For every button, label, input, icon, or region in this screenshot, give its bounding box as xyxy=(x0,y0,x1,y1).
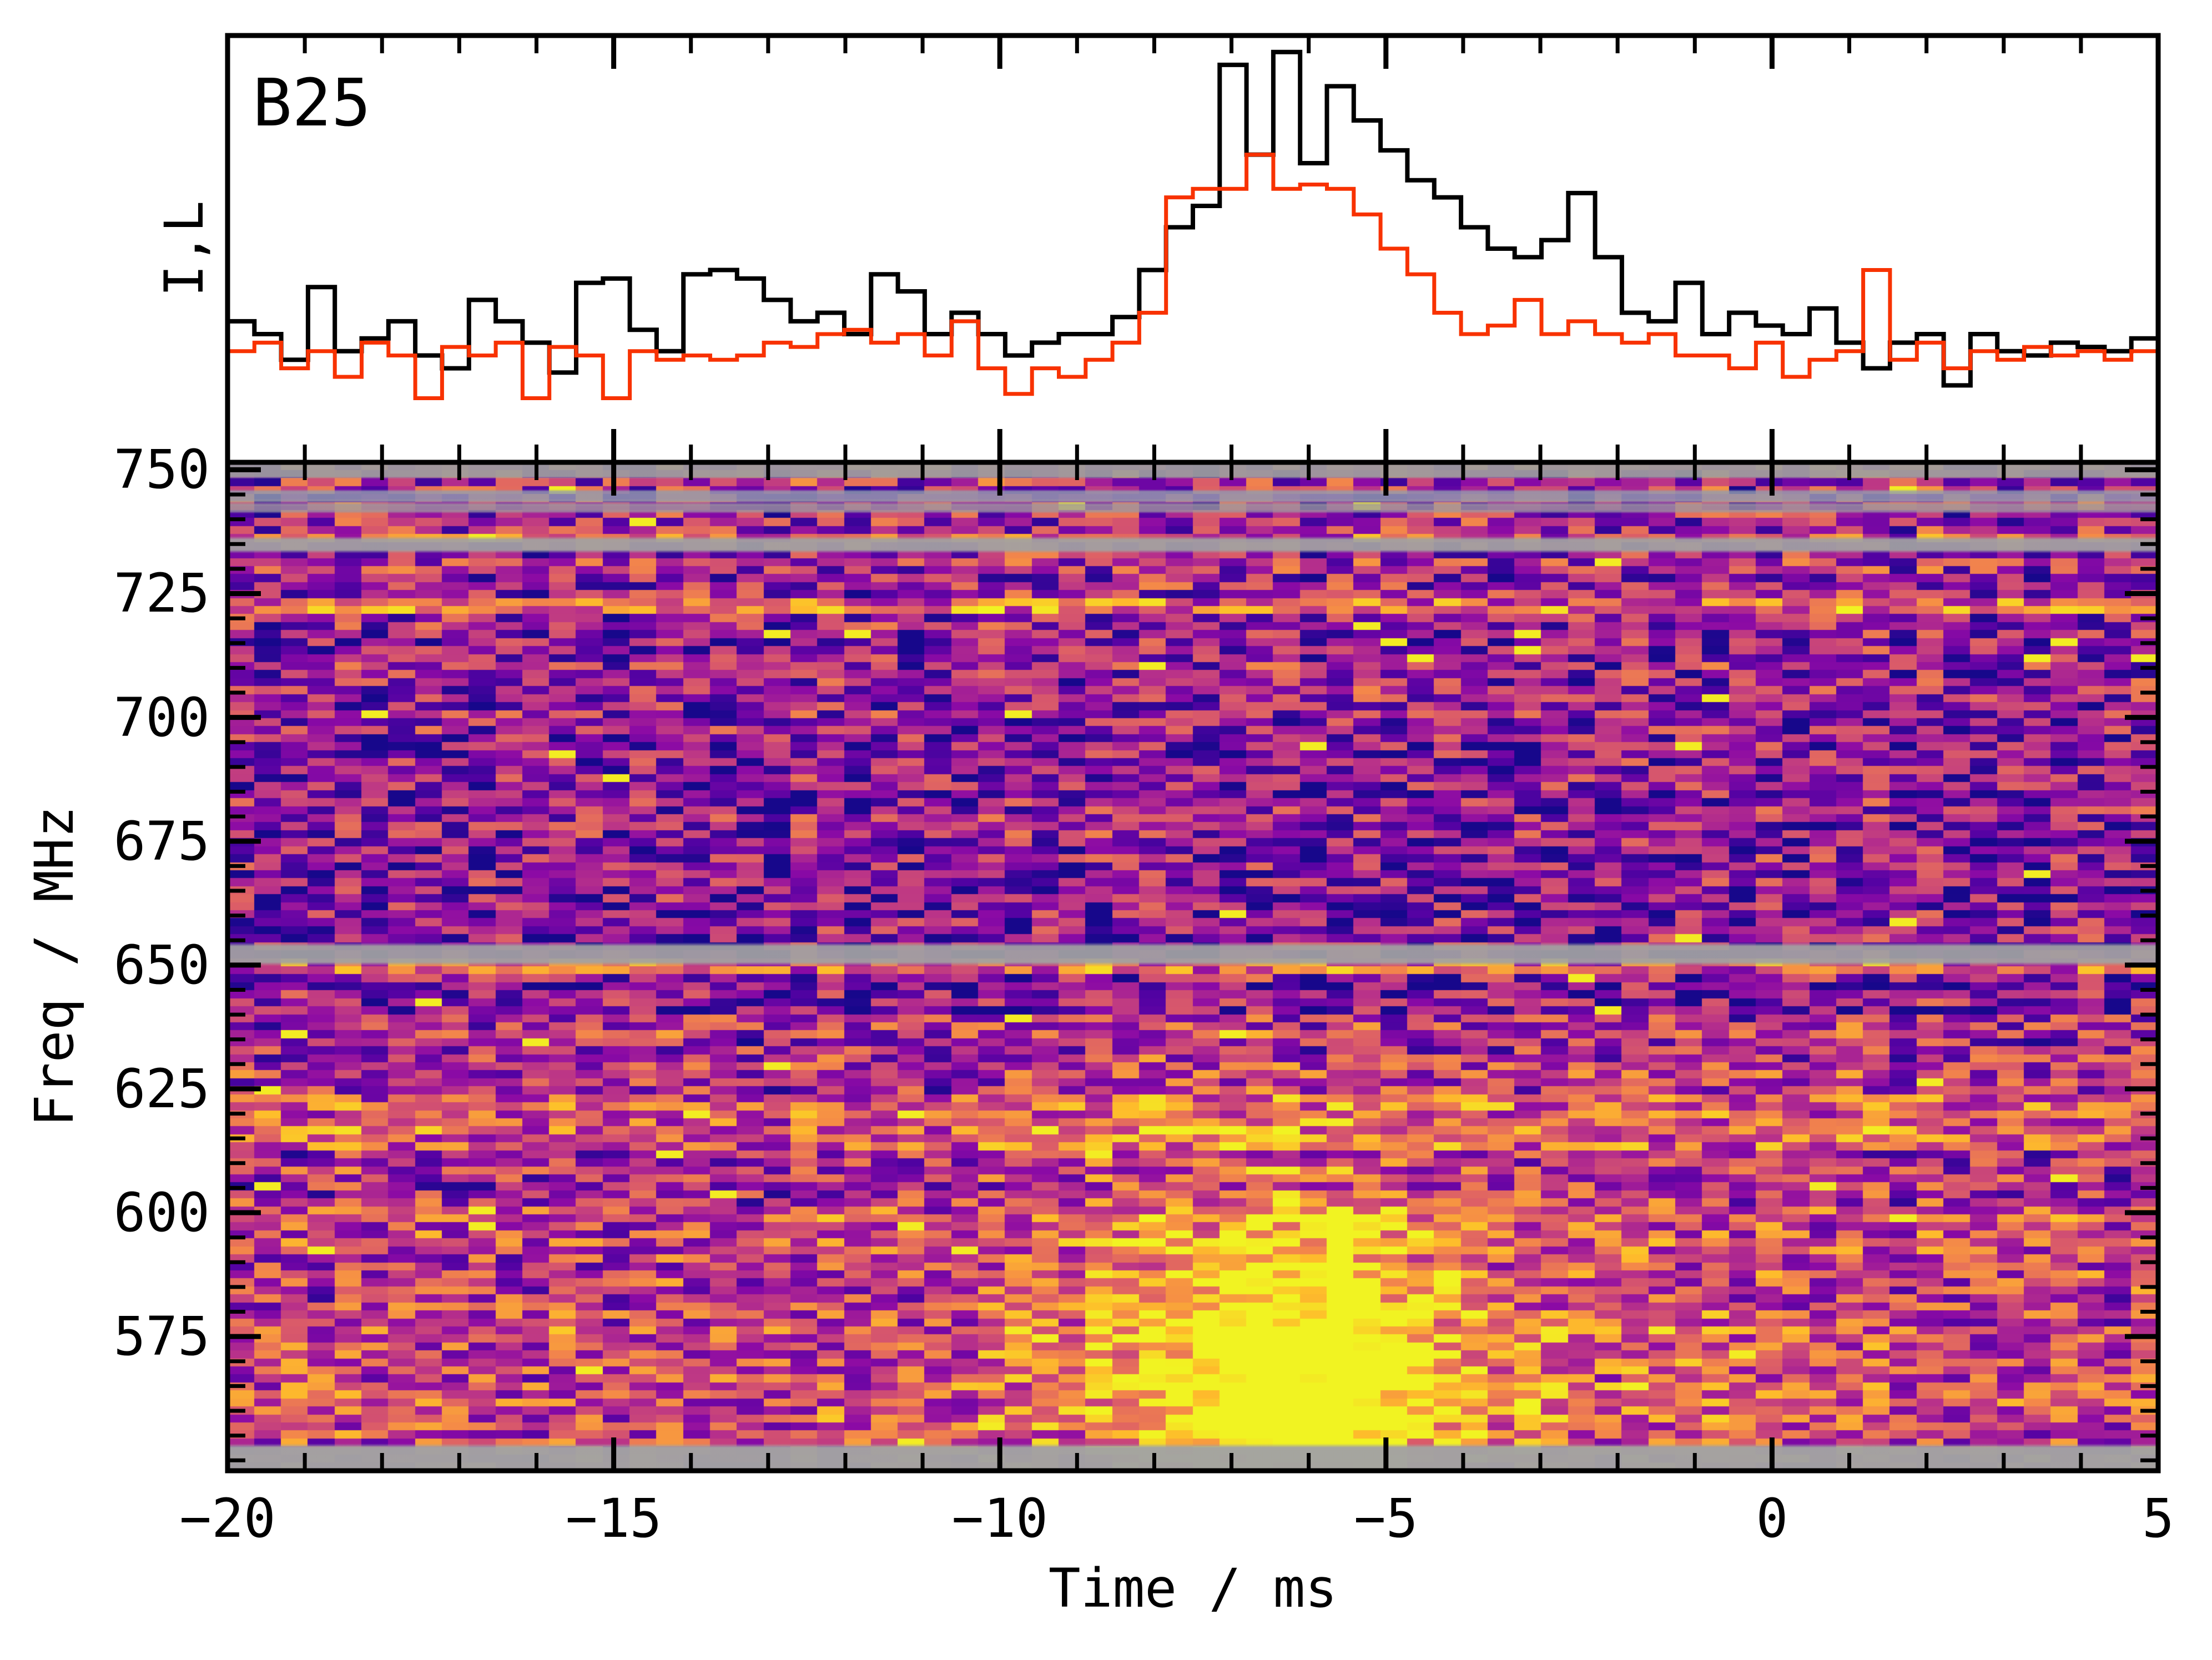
x-tick-label: −10 xyxy=(951,1487,1048,1550)
waterfall-frame xyxy=(225,460,2161,1474)
time-axis-label: Time / ms xyxy=(1048,1557,1338,1619)
y-tick-label: 650 xyxy=(113,934,210,996)
x-tick-label: −5 xyxy=(1354,1487,1418,1550)
y-tick-label: 575 xyxy=(113,1305,210,1368)
y-tick-label: 700 xyxy=(113,686,210,749)
x-tick-label: 0 xyxy=(1756,1487,1788,1550)
intensity-curve xyxy=(228,49,2158,388)
freq-axis-label: Freq / MHz xyxy=(23,806,85,1127)
y-tick-label: 675 xyxy=(113,810,210,872)
x-tick-label: −15 xyxy=(565,1487,662,1550)
y-tick-label: 725 xyxy=(113,562,210,625)
waterfall-heatmap xyxy=(228,462,2158,1471)
tick-marks xyxy=(225,36,2161,1471)
y-tick-label: 625 xyxy=(113,1057,210,1120)
y-tick-label: 750 xyxy=(113,438,210,501)
x-tick-label: 5 xyxy=(2142,1487,2174,1550)
y-tick-label: 600 xyxy=(113,1182,210,1244)
burst-label: B25 xyxy=(253,64,371,141)
top-panel-frame xyxy=(225,33,2161,465)
linear-pol-curve xyxy=(228,153,2158,400)
profile-y-axis-label: I,L xyxy=(153,200,215,297)
x-tick-label: −20 xyxy=(179,1487,276,1550)
